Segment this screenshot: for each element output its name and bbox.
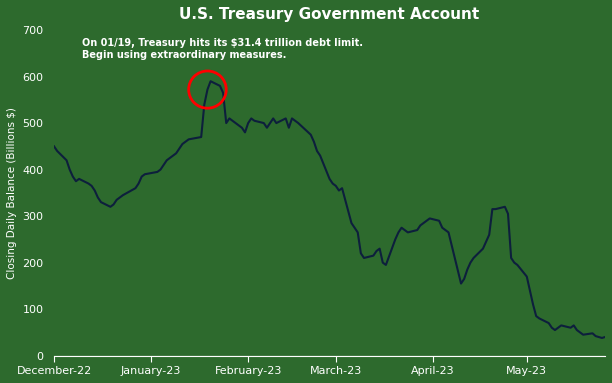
Text: On 01/19, Treasury hits its $31.4 trillion debt limit.
Begin using extraordinary: On 01/19, Treasury hits its $31.4 trilli… — [82, 38, 363, 60]
Title: U.S. Treasury Government Account: U.S. Treasury Government Account — [179, 7, 480, 22]
Y-axis label: Closing Daily Balance (Billions $): Closing Daily Balance (Billions $) — [7, 107, 17, 279]
